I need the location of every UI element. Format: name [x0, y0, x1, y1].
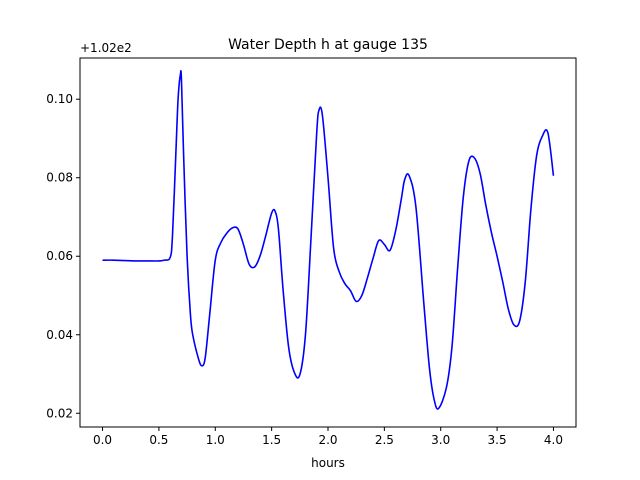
y-tick-label: 0.10	[46, 92, 73, 106]
y-tick-label: 0.06	[46, 249, 73, 263]
y-tick-label: 0.08	[46, 171, 73, 185]
x-axis-ticks: 0.0 0.5 1.0 1.5 2.0 2.5 3.0 3.5 4.0	[93, 427, 563, 447]
x-tick-label: 0.0	[93, 433, 112, 447]
x-tick-label: 1.0	[206, 433, 225, 447]
y-tick-label: 0.04	[46, 328, 73, 342]
x-axis-label: hours	[311, 456, 345, 470]
x-tick-label: 2.0	[318, 433, 337, 447]
x-tick-label: 3.5	[488, 433, 507, 447]
x-tick-label: 2.5	[375, 433, 394, 447]
y-axis-ticks: 0.02 0.04 0.06 0.08 0.10	[46, 92, 80, 420]
x-tick-label: 1.5	[262, 433, 281, 447]
y-tick-label: 0.02	[46, 406, 73, 420]
x-tick-label: 3.0	[431, 433, 450, 447]
y-offset-label: +1.02e2	[80, 41, 132, 55]
series-line	[102, 70, 555, 410]
plot-frame	[79, 57, 577, 428]
x-tick-label: 0.5	[149, 433, 168, 447]
x-tick-label: 4.0	[544, 433, 563, 447]
chart-title: Water Depth h at gauge 135	[228, 37, 428, 53]
